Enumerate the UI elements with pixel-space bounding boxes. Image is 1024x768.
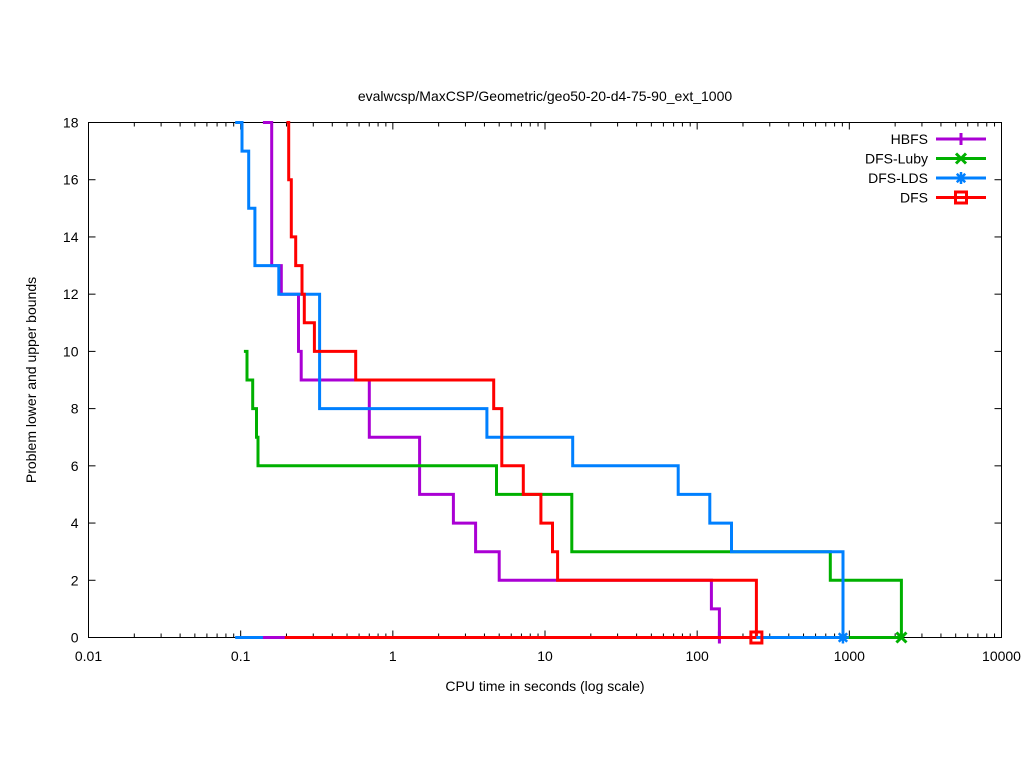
- y-tick-label: 8: [71, 401, 79, 417]
- dfs-luby-end-marker: [895, 631, 908, 644]
- plot-border: [88, 122, 1002, 638]
- x-tick-label: 1: [389, 648, 397, 664]
- legend-label: HBFS: [891, 131, 928, 147]
- y-axis-label: Problem lower and upper bounds: [23, 277, 39, 483]
- axes: 0.01 0.1 1 10 100 1000 10000 0 2 4 6 8 10 12 14 16 18: [63, 115, 1021, 665]
- y-tick-label: 18: [63, 115, 79, 131]
- legend: HBFS DFS-Luby DFS-LDS DFS: [865, 131, 986, 206]
- x-axis-label: CPU time in seconds (log scale): [445, 678, 644, 694]
- x-tick-label: 100: [685, 648, 709, 664]
- y-tick-label: 6: [71, 458, 79, 474]
- y-tick-label: 0: [71, 630, 79, 646]
- series-dfs-upper-bound: [286, 121, 758, 638]
- dfs-lds-end-marker: [836, 631, 849, 644]
- legend-item-dfs-lds: DFS-LDS: [868, 170, 986, 186]
- legend-marker-square-icon: [954, 190, 968, 205]
- series-dfs-lds-upper-bound: [235, 121, 845, 638]
- x-tick-label: 10: [537, 648, 553, 664]
- y-tick-label: 2: [71, 572, 79, 588]
- legend-item-hbfs: HBFS: [891, 131, 986, 147]
- y-tick-label: 16: [63, 172, 79, 188]
- legend-item-dfs: DFS: [900, 190, 986, 206]
- legend-marker-cross-icon: [954, 152, 968, 165]
- y-tick-label: 4: [71, 515, 79, 531]
- x-tick-label: 0.1: [231, 648, 251, 664]
- legend-label: DFS: [900, 190, 928, 206]
- legend-item-dfs-luby: DFS-Luby: [865, 151, 986, 167]
- y-tick-label: 14: [63, 229, 79, 245]
- legend-label: DFS-Luby: [865, 151, 928, 167]
- x-tick-label: 0.01: [75, 648, 102, 664]
- x-tick-label: 1000: [834, 648, 865, 664]
- legend-marker-plus-icon: [955, 133, 967, 145]
- chart-title: evalwcsp/MaxCSP/Geometric/geo50-20-d4-75…: [358, 88, 733, 104]
- series-dfs-luby-upper-bound: [243, 349, 903, 638]
- x-tick-label: 10000: [982, 648, 1021, 664]
- dfs-end-marker: [749, 630, 764, 645]
- y-tick-label: 12: [63, 286, 79, 302]
- y-tick-label: 10: [63, 343, 79, 359]
- legend-marker-asterisk-icon: [955, 172, 967, 184]
- legend-label: DFS-LDS: [868, 170, 928, 186]
- curves: [235, 121, 908, 645]
